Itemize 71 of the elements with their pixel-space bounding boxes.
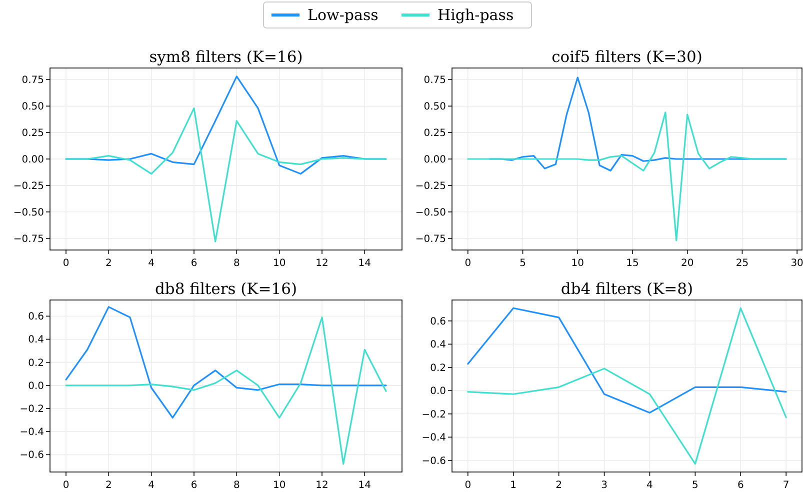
x-tick-label: 20 xyxy=(680,258,694,269)
x-tick-label: 2 xyxy=(105,480,112,491)
x-tick-label: 25 xyxy=(736,258,749,269)
y-tick-label: 0.25 xyxy=(22,128,44,140)
line-series xyxy=(65,107,387,242)
y-tick-label: −0.4 xyxy=(422,432,446,444)
y-tick-label: −0.2 xyxy=(422,409,446,420)
line-series xyxy=(467,112,787,242)
y-tick-label: 0.50 xyxy=(424,102,446,113)
y-tick-label: 0.75 xyxy=(424,75,446,86)
x-tick-label: 2 xyxy=(105,258,112,269)
x-tick-label: 6 xyxy=(737,480,744,491)
x-tick-label: 12 xyxy=(316,258,328,269)
x-tick-label: 14 xyxy=(358,258,372,269)
x-tick-label: 0 xyxy=(464,258,472,269)
x-tick-label: 4 xyxy=(148,480,155,491)
y-tick-label: 0.4 xyxy=(28,334,44,346)
y-tick-label: −0.75 xyxy=(415,234,446,245)
x-tick-label: 0 xyxy=(464,480,472,491)
line-series xyxy=(467,307,787,414)
legend-label: Low-pass xyxy=(308,6,378,24)
y-tick-label: 0.4 xyxy=(430,340,446,351)
y-tick-label: 0.00 xyxy=(424,154,446,166)
line-series xyxy=(65,306,387,419)
x-tick-label: 6 xyxy=(190,480,198,491)
y-tick-label: 0.00 xyxy=(22,154,44,166)
x-tick-label: 12 xyxy=(316,480,328,491)
x-tick-label: 0 xyxy=(62,258,70,269)
legend-label: High-pass xyxy=(438,6,514,24)
x-tick-label: 7 xyxy=(782,480,790,491)
x-tick-label: 3 xyxy=(601,480,608,491)
x-tick-label: 14 xyxy=(358,480,372,491)
x-tick-label: 8 xyxy=(233,480,240,491)
chart-title: db8 filters (K=16) xyxy=(154,280,298,298)
x-tick-label: 6 xyxy=(190,258,198,269)
x-tick-label: 10 xyxy=(272,258,286,269)
x-tick-label: 10 xyxy=(272,480,286,491)
line-series xyxy=(65,316,387,465)
chart-title: sym8 filters (K=16) xyxy=(149,48,303,66)
x-tick-label: 4 xyxy=(148,258,155,269)
y-tick-label: 0.0 xyxy=(28,380,44,392)
x-tick-label: 30 xyxy=(790,258,803,269)
x-tick-label: 1 xyxy=(510,480,517,491)
x-tick-label: 10 xyxy=(571,258,584,269)
y-tick-label: −0.4 xyxy=(20,427,44,438)
y-tick-label: 0.6 xyxy=(430,316,446,328)
y-tick-label: −0.50 xyxy=(13,207,44,218)
y-tick-label: −0.25 xyxy=(415,180,446,192)
y-tick-label: −0.6 xyxy=(422,456,446,467)
x-tick-label: 15 xyxy=(626,258,639,269)
y-tick-label: 0.2 xyxy=(430,362,446,374)
line-series xyxy=(467,307,787,465)
y-tick-label: 0.2 xyxy=(28,358,44,369)
chart-title: coif5 filters (K=30) xyxy=(552,48,702,66)
x-tick-label: 8 xyxy=(233,258,240,269)
y-tick-label: −0.50 xyxy=(415,207,446,218)
y-tick-label: −0.25 xyxy=(13,180,44,192)
y-tick-label: −0.2 xyxy=(20,404,44,416)
y-tick-label: 0.50 xyxy=(22,102,44,113)
x-tick-label: 5 xyxy=(692,480,698,491)
y-tick-label: −0.6 xyxy=(20,450,44,462)
x-tick-label: 5 xyxy=(520,258,526,269)
x-tick-label: 0 xyxy=(62,480,70,491)
x-tick-label: 2 xyxy=(556,480,562,491)
chart-title: db4 filters (K=8) xyxy=(560,280,694,298)
y-tick-label: −0.75 xyxy=(13,234,44,245)
x-tick-label: 4 xyxy=(646,480,653,491)
y-tick-label: 0.75 xyxy=(22,75,44,86)
y-tick-label: 0.25 xyxy=(424,128,446,140)
y-tick-label: 0.6 xyxy=(28,312,44,323)
y-tick-label: 0.0 xyxy=(430,386,446,398)
